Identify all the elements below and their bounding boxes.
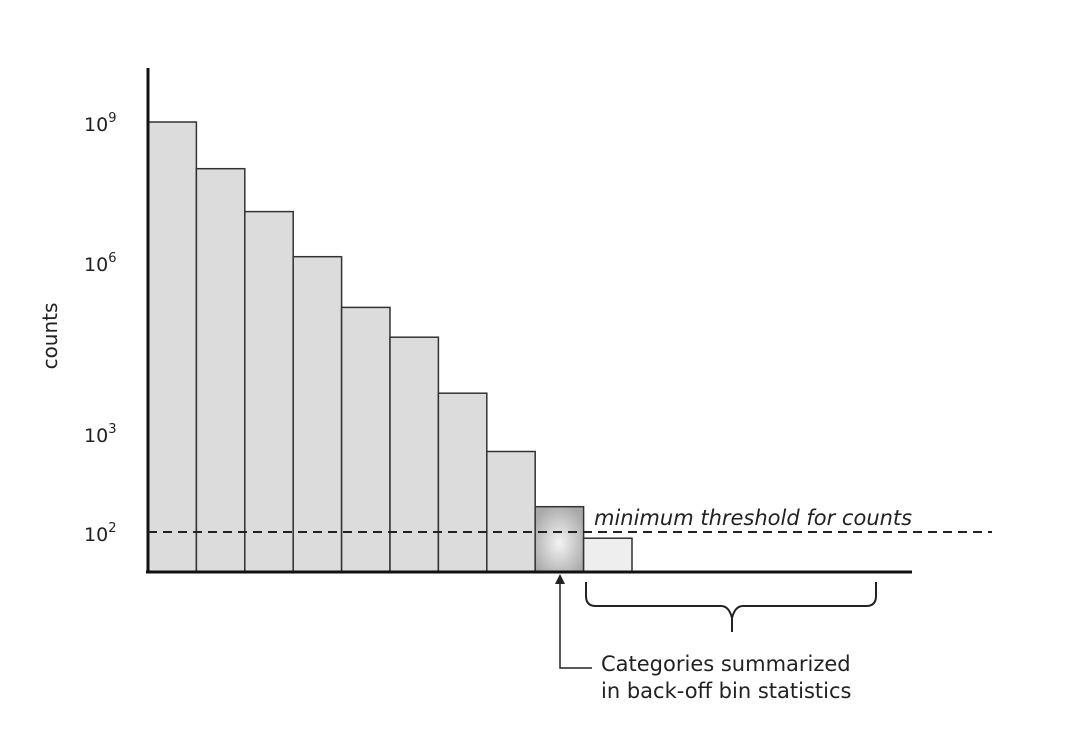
annotation-line-2: in back-off bin statistics [601, 679, 851, 703]
bar [582, 537, 633, 573]
y-tick-label: 103 [84, 422, 116, 447]
annotation-connector [559, 580, 592, 669]
bar [244, 210, 294, 573]
y-tick-label: 109 [84, 111, 116, 136]
bar [437, 392, 488, 573]
bar [486, 450, 536, 573]
bars-group [147, 121, 633, 573]
annotation-arrowhead [555, 574, 565, 584]
bar [292, 255, 343, 573]
y-tick-labels: 109 106 103 102 [84, 111, 116, 546]
back-off-bin-bar [534, 505, 585, 573]
bar [147, 121, 198, 573]
bar [389, 336, 440, 573]
y-tick-label: 106 [84, 251, 116, 276]
summary-brace [585, 582, 877, 632]
annotation-line-1: Categories summarized [601, 652, 851, 676]
bar [195, 167, 246, 573]
threshold-label: minimum threshold for counts [594, 506, 912, 530]
y-tick-label: 102 [84, 521, 116, 546]
bar [340, 306, 391, 573]
y-axis-label: counts [38, 303, 62, 370]
